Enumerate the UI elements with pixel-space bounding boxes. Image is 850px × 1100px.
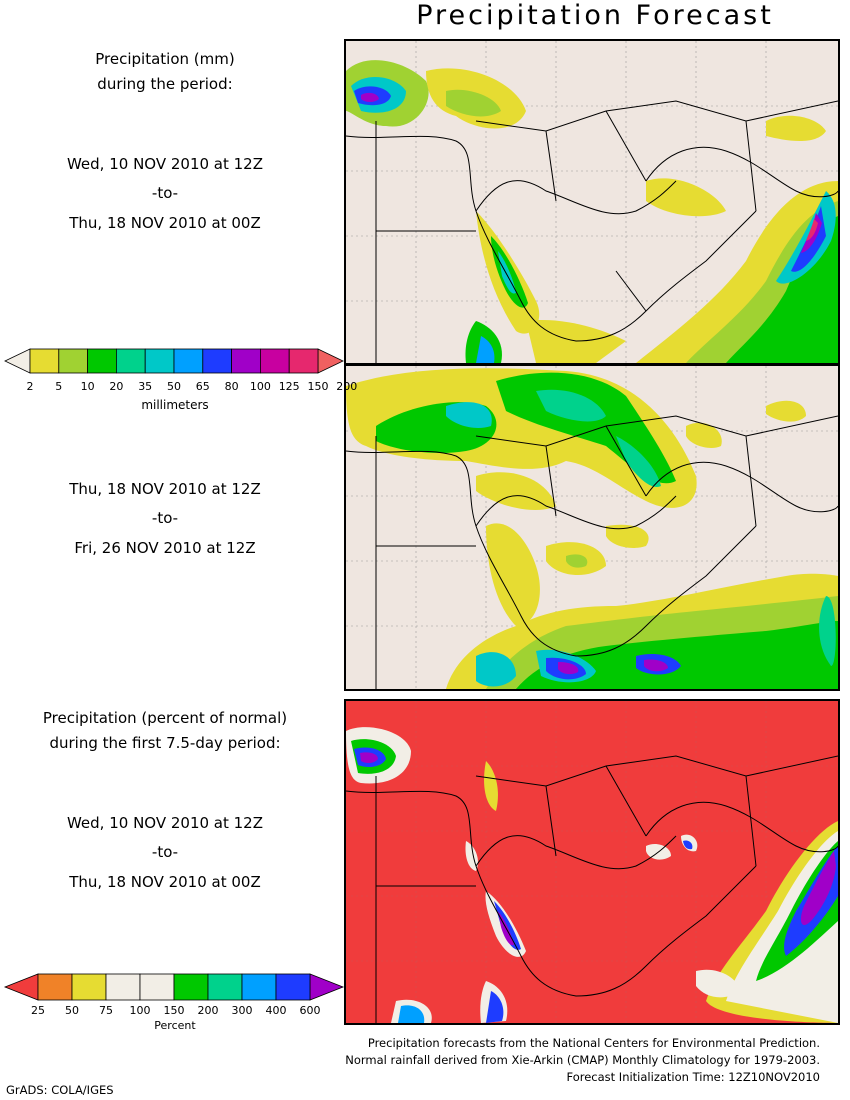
mm-colorbar-cell <box>202 348 233 374</box>
mm-colorbar-high-arrow <box>317 348 344 374</box>
panel1-desc-line1: Precipitation (mm) <box>95 50 235 68</box>
mm-colorbar-cell <box>231 348 261 374</box>
footer-line2: Normal rainfall derived from Xie-Arkin (… <box>345 1053 820 1067</box>
pct-colorbar-tick-label: 600 <box>299 1004 321 1017</box>
pct-colorbar-low-arrow <box>3 973 39 1001</box>
pct-colorbar-tick-label: 150 <box>163 1004 185 1017</box>
panel1-to: -to- <box>151 184 179 202</box>
panel3-desc-line2: during the first 7.5-day period: <box>49 734 281 752</box>
panel3-start-time: Wed, 10 NOV 2010 at 12Z <box>66 814 264 832</box>
mm-colorbar-tick-label: 125 <box>278 380 300 393</box>
panel1-start-time: Wed, 10 NOV 2010 at 12Z <box>66 155 264 173</box>
mm-colorbar-tick-label: 80 <box>224 380 239 393</box>
mm-colorbar-unit: millimeters <box>141 398 209 412</box>
map-precip-period1 <box>344 39 840 365</box>
mm-colorbar-tick-label: 35 <box>138 380 153 393</box>
mm-colorbar-cell <box>288 348 319 374</box>
mm-colorbar-tick-label: 2 <box>26 380 34 393</box>
pct-colorbar-tick-label: 25 <box>31 1004 45 1017</box>
mm-colorbar-tick-label: 100 <box>249 380 271 393</box>
mm-colorbar-tick-label: 10 <box>80 380 95 393</box>
pct-colorbar-cell <box>275 973 311 1001</box>
mm-colorbar-low-arrow <box>4 348 31 374</box>
panel3-to: -to- <box>151 843 179 861</box>
mm-colorbar-cell <box>87 348 117 374</box>
mm-colorbar-cell <box>116 348 146 374</box>
pct-colorbar-cell <box>71 973 107 1001</box>
mm-colorbar-tick-label: 200 <box>336 380 358 393</box>
pct-colorbar-unit: Percent <box>154 1019 196 1032</box>
pct-colorbar-tick-label: 300 <box>231 1004 253 1017</box>
panel2-start-time: Thu, 18 NOV 2010 at 12Z <box>69 480 261 498</box>
panel2-end-time: Fri, 26 NOV 2010 at 12Z <box>74 539 256 557</box>
mm-colorbar-tick-label: 5 <box>55 380 63 393</box>
panel3-desc-line1: Precipitation (percent of normal) <box>42 709 288 727</box>
panel1-desc-line2: during the period: <box>97 75 233 93</box>
mm-colorbar-tick-label: 150 <box>307 380 329 393</box>
mm-colorbar-cell <box>58 348 88 374</box>
mm-colorbar-cell <box>173 348 204 374</box>
mm-colorbar-cell <box>144 348 175 374</box>
footer-line1: Precipitation forecasts from the Nationa… <box>367 1036 820 1050</box>
panel2-to: -to- <box>151 509 179 527</box>
map-precip-period2 <box>344 364 840 691</box>
pct-colorbar <box>0 973 345 1001</box>
pct-colorbar-cell <box>241 973 277 1001</box>
mm-colorbar-cell <box>259 348 290 374</box>
pct-colorbar-tick-label: 400 <box>265 1004 287 1017</box>
pct-colorbar-cell <box>105 973 141 1001</box>
mm-colorbar-cell <box>29 348 60 374</box>
mm-colorbar-tick-label: 65 <box>195 380 210 393</box>
pct-colorbar-tick-label: 100 <box>129 1004 151 1017</box>
pct-colorbar-cell <box>139 973 175 1001</box>
footer-line3: Forecast Initialization Time: 12Z10NOV20… <box>566 1070 820 1084</box>
pct-colorbar-tick-label: 50 <box>65 1004 79 1017</box>
pct-colorbar-tick-label: 200 <box>197 1004 219 1017</box>
mm-colorbar-tick-label: 20 <box>109 380 124 393</box>
panel1-end-time: Thu, 18 NOV 2010 at 00Z <box>69 214 261 232</box>
pct-colorbar-cell <box>173 973 209 1001</box>
mm-colorbar <box>0 348 345 380</box>
mm-colorbar-tick-label: 50 <box>167 380 181 393</box>
pct-colorbar-cell <box>37 973 73 1001</box>
pct-colorbar-high-arrow <box>309 973 345 1001</box>
pct-colorbar-cell <box>207 973 243 1001</box>
panel3-end-time: Thu, 18 NOV 2010 at 00Z <box>69 873 261 891</box>
pct-colorbar-tick-label: 75 <box>99 1004 113 1017</box>
page-title: Precipitation Forecast <box>416 0 774 31</box>
map-percent-of-normal <box>344 699 840 1025</box>
credit-label: GrADS: COLA/IGES <box>6 1083 114 1097</box>
